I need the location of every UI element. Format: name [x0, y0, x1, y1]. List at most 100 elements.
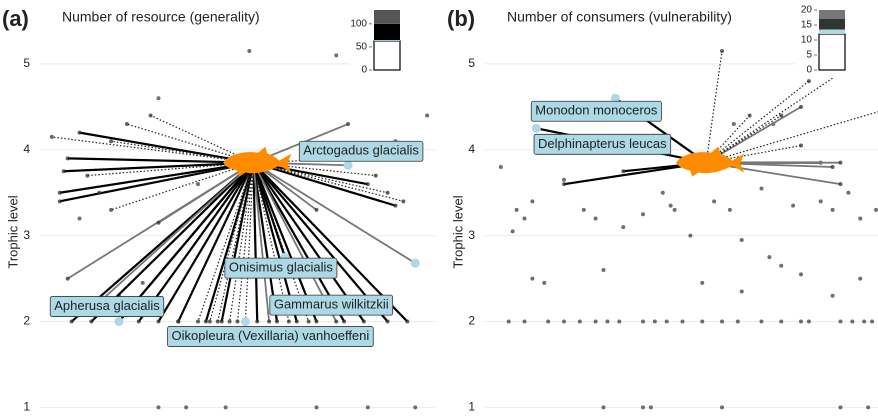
point [641, 212, 645, 216]
panel-title: Number of resource (generality) [62, 9, 260, 25]
link-end-point [62, 169, 66, 173]
link-end-point [208, 320, 212, 324]
point [366, 405, 370, 409]
point [874, 208, 878, 212]
link-end-point [78, 131, 82, 135]
link-end-point [720, 49, 724, 53]
species-label: Monodon monoceros [535, 103, 658, 118]
point [799, 320, 803, 324]
species-point [115, 317, 124, 326]
link-end-point [334, 320, 338, 324]
link-end-point [176, 320, 180, 324]
point [712, 199, 716, 203]
species-label: Apherusa glacialis [54, 298, 160, 313]
species-label-group: Oikopleura (Vexillaria) vanhoeffeni [168, 327, 374, 347]
inset-tick-label: 0 [361, 65, 367, 76]
point [334, 53, 338, 57]
link [706, 81, 809, 163]
point [740, 238, 744, 242]
link-end-point [374, 174, 378, 178]
point [819, 199, 823, 203]
link-end-point [89, 320, 93, 324]
species-point [532, 124, 541, 133]
y-tick-label: 3 [468, 228, 475, 242]
point [224, 405, 228, 409]
species-label-group: Delphinapterus leucas [534, 134, 671, 154]
y-tick-label: 1 [468, 400, 475, 414]
species-label-group: Arctogadus glacialis [299, 141, 423, 161]
point [870, 320, 874, 324]
point [413, 405, 417, 409]
point [807, 320, 811, 324]
link-end-point [50, 135, 54, 139]
link-end-point [196, 320, 200, 324]
point [720, 405, 724, 409]
link-end-point [97, 191, 101, 195]
link-end-point [58, 199, 62, 203]
link-end-point [109, 139, 113, 143]
point [740, 289, 744, 293]
panel-label: (b) [447, 6, 475, 31]
point [542, 281, 546, 285]
link-end-point [362, 320, 366, 324]
point [523, 320, 527, 324]
link-end-point [799, 105, 803, 109]
link-end-point [394, 204, 398, 208]
point [681, 320, 685, 324]
point [839, 320, 843, 324]
inset-tick-label: 5 [806, 50, 812, 61]
species-label: Delphinapterus leucas [538, 136, 667, 151]
link-end-point [346, 122, 350, 126]
link-end-point [621, 169, 625, 173]
point [665, 320, 669, 324]
point [507, 320, 511, 324]
point [866, 405, 870, 409]
link-end-point [157, 221, 161, 225]
link-end-point [405, 320, 409, 324]
inset-bar-segment [374, 41, 400, 70]
point [562, 178, 566, 182]
species-label-group: Gammarus wilkitzkii [270, 295, 393, 315]
link-end-point [295, 320, 299, 324]
y-axis-label: Trophic level [5, 195, 20, 268]
point [499, 165, 503, 169]
point [728, 208, 732, 212]
link-end-point [401, 199, 405, 203]
point [641, 320, 645, 324]
link [706, 111, 878, 163]
figure: 12345Trophic level(a)Number of resource … [0, 0, 878, 416]
link-end-point [386, 320, 390, 324]
inset-bar-segment [374, 40, 400, 41]
point [641, 405, 645, 409]
point [157, 405, 161, 409]
inset-tick-label: 10 [801, 35, 813, 46]
point [617, 320, 621, 324]
point [700, 281, 704, 285]
point [831, 208, 835, 212]
inset-tick-label: 20 [801, 5, 813, 16]
link-end-point [839, 161, 843, 165]
y-tick-label: 4 [23, 142, 30, 156]
species-label-group: Onisimus glacialis [225, 258, 337, 278]
link-end-point [125, 122, 129, 126]
link-end-point [386, 191, 390, 195]
link-end-point [275, 320, 279, 324]
point [653, 320, 657, 324]
point [602, 405, 606, 409]
point [649, 405, 653, 409]
point [621, 225, 625, 229]
inset-bar-segment [819, 10, 845, 19]
species-label: Gammarus wilkitzkii [274, 297, 389, 312]
point [858, 217, 862, 221]
point [862, 320, 866, 324]
link-end-point [839, 182, 843, 186]
y-tick-label: 1 [23, 400, 30, 414]
y-tick-label: 4 [468, 142, 475, 156]
link-end-point [287, 320, 291, 324]
link-end-point [66, 156, 70, 160]
species-label: Oikopleura (Vexillaria) vanhoeffeni [172, 328, 370, 343]
point [779, 320, 783, 324]
y-tick-label: 2 [23, 314, 30, 328]
link-end-point [366, 182, 370, 186]
link-end-point [109, 208, 113, 212]
